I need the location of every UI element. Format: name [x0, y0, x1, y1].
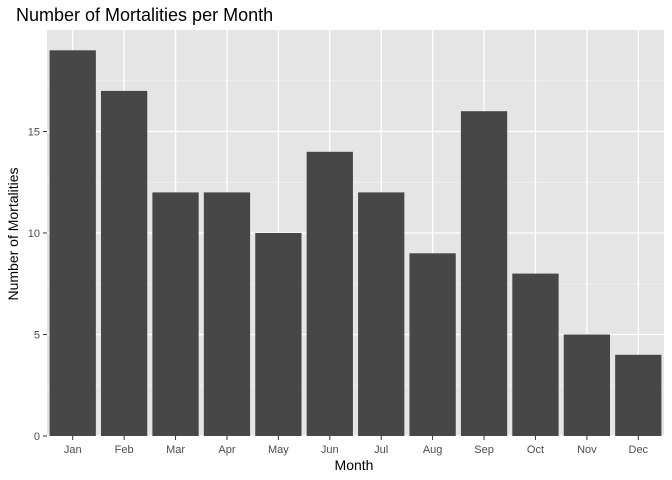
bars-group	[49, 50, 662, 437]
x-tick-label-oct: Oct	[527, 444, 544, 456]
y-axis: 0 5 10 15	[28, 127, 47, 443]
x-tick-label-mar: Mar	[166, 444, 185, 456]
grid-minor-lines	[47, 80, 664, 386]
x-tick-label-apr: Apr	[218, 444, 235, 456]
x-tick-label-jan: Jan	[64, 444, 82, 456]
y-tick-label: 15	[28, 127, 40, 139]
x-tick-label-dec: Dec	[629, 444, 649, 456]
bar-aug	[409, 253, 456, 436]
bar-feb	[100, 90, 148, 437]
y-tick-label: 0	[34, 431, 40, 443]
x-tick-label-nov: Nov	[577, 444, 597, 456]
x-tick-label-sep: Sep	[474, 444, 494, 456]
y-axis-title: Number of Mortalities	[5, 167, 21, 300]
bar-apr	[203, 192, 251, 436]
x-axis: Jan Feb Mar Apr May Jun Jul Aug Sep Oct Nov Dec	[64, 436, 649, 456]
y-tick-label: 5	[34, 330, 40, 342]
bar-jun	[306, 151, 353, 437]
x-tick-label-jul: Jul	[374, 444, 388, 456]
bar-nov	[563, 334, 611, 436]
x-tick-label-feb: Feb	[115, 444, 134, 456]
x-tick-label-jun: Jun	[321, 444, 339, 456]
x-tick-label-may: May	[268, 444, 289, 456]
bar-mar	[152, 192, 199, 436]
y-tick-label: 10	[28, 228, 40, 240]
bar-may	[255, 233, 302, 436]
x-axis-title: Month	[335, 457, 374, 473]
bar-oct	[512, 273, 559, 436]
chart-title: Number of Mortalities per Month	[16, 5, 273, 25]
bar-sep	[460, 111, 508, 436]
bar-dec	[615, 354, 662, 436]
x-tick-label-aug: Aug	[423, 444, 443, 456]
bar-jan	[49, 50, 96, 437]
bar-jul	[358, 192, 405, 436]
